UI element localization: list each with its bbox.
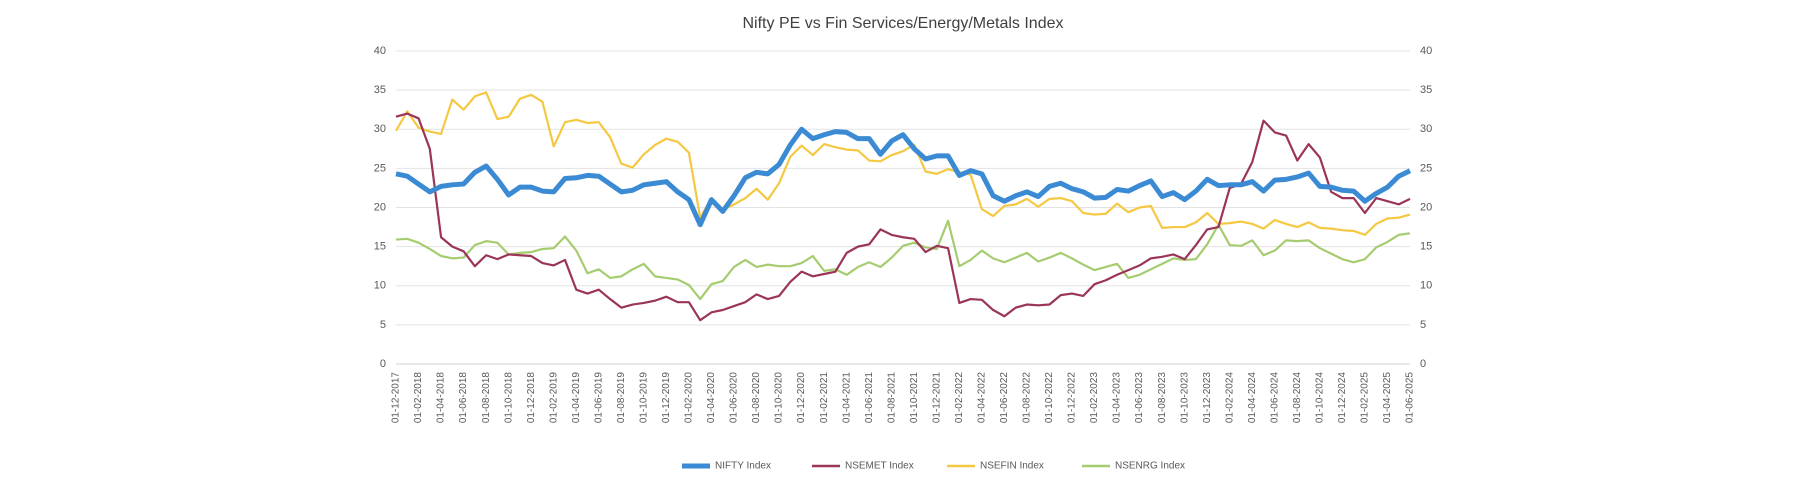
legend-label: NIFTY Index xyxy=(715,461,771,472)
x-tick-label: 01-04-2023 xyxy=(1112,372,1123,424)
x-tick-label: 01-12-2018 xyxy=(526,372,537,424)
y-tick-label: 30 xyxy=(374,123,386,135)
series-line xyxy=(395,112,1411,322)
x-tick-label: 01-04-2021 xyxy=(841,372,852,424)
x-tick-label: 01-10-2022 xyxy=(1044,372,1055,424)
y2-tick-label: 40 xyxy=(1420,45,1432,57)
x-tick-label: 01-10-2019 xyxy=(639,372,650,424)
x-tick-label: 01-02-2021 xyxy=(819,372,830,424)
x-tick-label: 01-12-2022 xyxy=(1067,372,1078,424)
y2-tick-label: 25 xyxy=(1420,162,1432,174)
x-tick-label: 01-08-2023 xyxy=(1157,372,1168,424)
y-tick-label: 25 xyxy=(374,162,386,174)
y2-tick-label: 10 xyxy=(1420,280,1432,292)
y-tick-label: 10 xyxy=(374,280,386,292)
x-tick-label: 01-08-2020 xyxy=(751,372,762,424)
x-tick-label: 01-12-2024 xyxy=(1337,372,1348,424)
x-tick-label: 01-02-2023 xyxy=(1089,372,1100,424)
legend-label: NSEFIN Index xyxy=(980,461,1044,472)
y-tick-label: 20 xyxy=(374,201,386,213)
x-tick-label: 01-06-2024 xyxy=(1269,372,1280,424)
x-tick-label: 01-04-2020 xyxy=(706,372,717,424)
x-tick-label: 01-10-2018 xyxy=(503,372,514,424)
x-tick-label: 01-02-2018 xyxy=(413,372,424,424)
x-tick-label: 01-04-2025 xyxy=(1382,372,1393,424)
x-tick-label: 01-06-2018 xyxy=(458,372,469,424)
y-tick-label: 0 xyxy=(380,358,386,370)
x-tick-label: 01-08-2018 xyxy=(481,372,492,424)
x-tick-label: 01-12-2019 xyxy=(661,372,672,424)
x-tick-label: 01-06-2023 xyxy=(1134,372,1145,424)
x-tick-label: 01-12-2017 xyxy=(391,372,402,424)
x-tick-label: 01-10-2024 xyxy=(1315,372,1326,424)
legend-label: NSENRG Index xyxy=(1115,461,1185,472)
x-tick-label: 01-04-2019 xyxy=(571,372,582,424)
y2-tick-label: 30 xyxy=(1420,123,1432,135)
x-tick-label: 01-08-2024 xyxy=(1292,372,1303,424)
x-tick-label: 01-06-2019 xyxy=(593,372,604,424)
x-tick-label: 01-12-2021 xyxy=(931,372,942,424)
x-tick-label: 01-10-2020 xyxy=(774,372,785,424)
y-tick-label: 35 xyxy=(374,84,386,96)
x-tick-label: 01-02-2019 xyxy=(548,372,559,424)
x-tick-label: 01-06-2020 xyxy=(729,372,740,424)
series-line xyxy=(395,126,1412,228)
y2-tick-label: 0 xyxy=(1420,358,1426,370)
series-line xyxy=(395,91,1411,236)
x-tick-label: 01-06-2021 xyxy=(864,372,875,424)
x-tick-label: 01-04-2018 xyxy=(436,372,447,424)
x-tick-label: 01-06-2025 xyxy=(1405,372,1416,424)
legend-label: NSEMET Index xyxy=(845,461,914,472)
x-tick-label: 01-10-2023 xyxy=(1179,372,1190,424)
x-tick-label: 01-08-2022 xyxy=(1022,372,1033,424)
x-tick-label: 01-02-2024 xyxy=(1224,372,1235,424)
series-line xyxy=(395,219,1411,301)
x-tick-label: 01-04-2024 xyxy=(1247,372,1258,424)
x-tick-label: 01-02-2022 xyxy=(954,372,965,424)
x-tick-label: 01-12-2023 xyxy=(1202,372,1213,424)
y-tick-label: 5 xyxy=(380,319,386,331)
x-tick-label: 01-08-2019 xyxy=(616,372,627,424)
y2-tick-label: 20 xyxy=(1420,201,1432,213)
y-tick-label: 15 xyxy=(374,241,386,253)
x-tick-label: 01-02-2020 xyxy=(684,372,695,424)
x-tick-label: 01-12-2020 xyxy=(796,372,807,424)
y2-tick-label: 15 xyxy=(1420,241,1432,253)
x-tick-label: 01-02-2025 xyxy=(1360,372,1371,424)
y2-tick-label: 5 xyxy=(1420,319,1426,331)
x-tick-label: 01-04-2022 xyxy=(977,372,988,424)
chart-title: Nifty PE vs Fin Services/Energy/Metals I… xyxy=(743,15,1064,32)
y-tick-label: 40 xyxy=(374,45,386,57)
x-tick-label: 01-10-2021 xyxy=(909,372,920,424)
x-tick-label: 01-08-2021 xyxy=(886,372,897,424)
y2-tick-label: 35 xyxy=(1420,84,1432,96)
x-tick-label: 01-06-2022 xyxy=(999,372,1010,424)
